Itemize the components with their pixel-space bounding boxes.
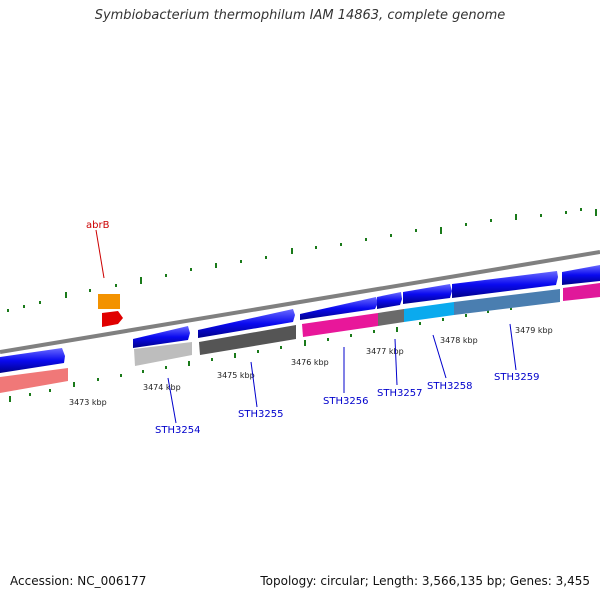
gene-label-sth3256: STH3256 [323, 396, 368, 407]
track-block-lightgray [134, 342, 192, 366]
track-block-salmon [0, 368, 68, 393]
abrb-orange-marker [98, 294, 120, 309]
kbp-label: 3479 kbp [515, 326, 553, 335]
track-block-cyan [404, 302, 454, 322]
kbp-label: 3473 kbp [69, 398, 107, 407]
gc-track-upper [7, 208, 597, 312]
gene-label-sth3255: STH3255 [238, 409, 283, 420]
abrb-feature [95, 229, 123, 327]
accession-text: Accession: NC_006177 [10, 574, 147, 588]
topology-text: Topology: circular; Length: 3,566,135 bp… [260, 574, 590, 588]
cds-forward-strand [0, 265, 600, 373]
gene-label-sth3258: STH3258 [427, 381, 472, 392]
kbp-label: 3474 kbp [143, 383, 181, 392]
gene-label-sth3254: STH3254 [155, 425, 200, 436]
gene-leader-lines [167, 323, 517, 424]
map-title: Symbiobacterium thermophilum IAM 14863, … [94, 8, 506, 23]
track-block-magenta [563, 283, 600, 301]
track-block-steelblue [454, 289, 560, 315]
abrb-label: abrB [86, 220, 110, 231]
genome-axis [0, 250, 600, 354]
kbp-label: 3478 kbp [440, 336, 478, 345]
gene-label-sth3259: STH3259 [494, 372, 539, 383]
gene-label-sth3257: STH3257 [377, 388, 422, 399]
track-block-gray [378, 309, 404, 326]
kbp-tick-labels: 3473 kbp 3474 kbp 3475 kbp 3476 kbp 3477… [69, 326, 553, 407]
kbp-label: 3477 kbp [366, 347, 404, 356]
track-block-pink [302, 313, 378, 337]
track-block-darkgray [199, 325, 296, 355]
kbp-label: 3475 kbp [217, 371, 255, 380]
kbp-label: 3476 kbp [291, 358, 329, 367]
gc-track-lower [9, 294, 581, 402]
abrb-red-arrow [102, 311, 123, 327]
gene-labels: STH3254 STH3255 STH3256 STH3257 STH3258 … [155, 372, 539, 436]
cds-color-track [0, 283, 600, 393]
